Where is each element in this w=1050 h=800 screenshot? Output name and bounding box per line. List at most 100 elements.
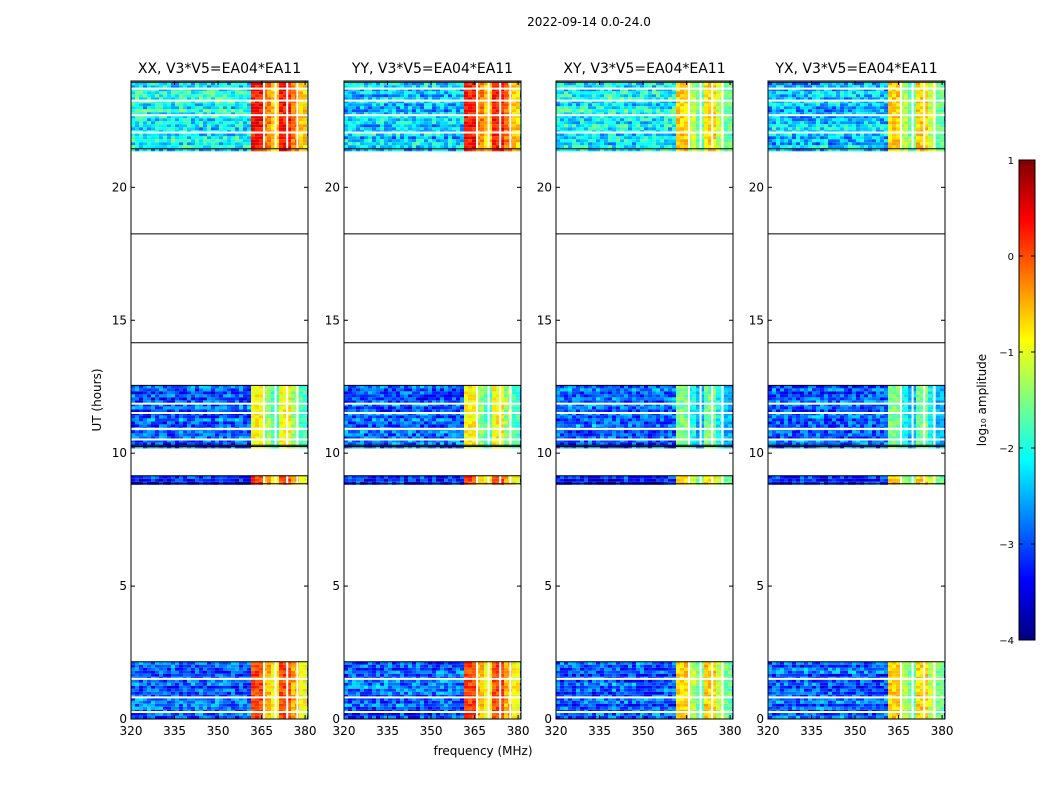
heatmap-cell [179,109,183,113]
heatmap-cell [480,661,484,665]
heatmap-cell [175,664,179,668]
heatmap-cell [207,475,211,479]
heatmap-cell [271,136,275,140]
heatmap-cell [468,697,472,701]
heatmap-cell [131,439,135,443]
heatmap-cell [388,661,392,665]
heatmap-cell [480,424,484,428]
heatmap-cell [139,112,143,116]
heatmap-cell [159,118,163,122]
heatmap-cell [468,436,472,440]
heatmap-cell [223,97,227,101]
heatmap-cell [444,478,448,482]
heatmap-cell [428,439,432,443]
heatmap-cell [368,679,372,683]
heatmap-cell [191,142,195,146]
heatmap-cell [412,703,416,707]
heatmap-cell [344,391,348,395]
heatmap-cell [135,685,139,689]
heatmap-cell [372,703,376,707]
heatmap-cell [239,139,243,143]
heatmap-cell [472,478,476,482]
heatmap-cell [404,388,408,392]
heatmap-cell [287,685,291,689]
heatmap-cell [356,415,360,419]
heatmap-cell [199,430,203,434]
heatmap-cell [155,700,159,704]
heatmap-cell [299,97,303,101]
heatmap-cell [488,439,492,443]
heatmap-cell [364,409,368,413]
heatmap-cell [167,421,171,425]
heatmap-cell [416,418,420,422]
heatmap-cell [191,388,195,392]
heatmap-cell [155,478,159,482]
heatmap-cell [303,118,307,122]
heatmap-cell [376,703,380,707]
heatmap-cell [195,667,199,671]
heatmap-cell [388,397,392,401]
heatmap-cell [428,424,432,428]
heatmap-cell [187,88,191,92]
heatmap-cell [147,703,151,707]
heatmap-cell [163,475,167,479]
heatmap-cell [267,109,271,113]
heatmap-cell [151,439,155,443]
heatmap-cell [291,409,295,413]
heatmap-cell [243,88,247,92]
heatmap-cell [239,82,243,86]
heatmap-cell [420,475,424,479]
heatmap-cell [139,697,143,701]
heatmap-cell [279,385,283,389]
heatmap-cell [303,148,307,152]
heatmap-cell [155,667,159,671]
heatmap-cell [143,148,147,152]
heatmap-cell [448,439,452,443]
heatmap-cell [271,112,275,116]
heatmap-cell [484,703,488,707]
heatmap-cell [223,127,227,131]
heatmap-cell [231,670,235,674]
heatmap-cell [267,397,271,401]
heatmap-cell [247,148,251,152]
heatmap-cell [259,112,263,116]
heatmap-cell [151,475,155,479]
heatmap-cell [231,385,235,389]
heatmap-cell [372,475,376,479]
heatmap-cell [291,145,295,149]
heatmap-cell [267,409,271,413]
heatmap-cell [408,703,412,707]
heatmap-cell [303,673,307,677]
heatmap-cell [211,478,215,482]
heatmap-cell [243,100,247,104]
heatmap-cell [299,703,303,707]
heatmap-cell [464,697,468,701]
heatmap-cell [376,670,380,674]
heatmap-cell [404,415,408,419]
heatmap-cell [368,715,372,719]
heatmap-cell [211,661,215,665]
heatmap-cell [279,115,283,119]
heatmap-cell [131,691,135,695]
heatmap-cell [259,88,263,92]
heatmap-cell [444,436,448,440]
heatmap-cell [452,394,456,398]
heatmap-cell [239,385,243,389]
heatmap-cell [271,691,275,695]
heatmap-cell [131,700,135,704]
heatmap-cell [179,145,183,149]
heatmap-cell [231,94,235,98]
heatmap-cell [255,418,259,422]
heatmap-cell [488,436,492,440]
heatmap-cell [207,700,211,704]
heatmap-cell [380,442,384,446]
heatmap-cell [183,142,187,146]
heatmap-cell [223,133,227,137]
heatmap-cell [255,406,259,410]
heatmap-cell [291,424,295,428]
heatmap-cell [440,661,444,665]
heatmap-cell [424,679,428,683]
heatmap-cell [179,403,183,407]
heatmap-cell [171,127,175,131]
heatmap-cell [299,103,303,107]
